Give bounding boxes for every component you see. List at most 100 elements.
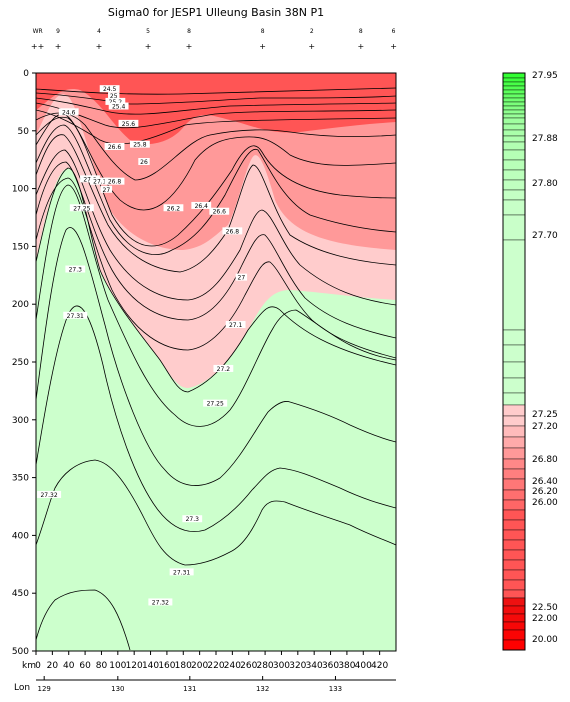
colorbar-band xyxy=(502,458,526,470)
contour-label: 27.1 xyxy=(93,179,107,186)
contour-label-bg xyxy=(169,568,194,576)
contour-line xyxy=(36,124,396,255)
colorbar-band xyxy=(502,149,526,161)
contour-label: 27.32 xyxy=(152,599,169,606)
contour-label-bg xyxy=(99,85,120,93)
colorbar-band xyxy=(502,214,526,241)
x-tick-label: 340 xyxy=(306,661,323,671)
lon-tick-label: 133 xyxy=(329,685,342,693)
station-id-label: WR xyxy=(33,28,43,35)
x-unit-label: km xyxy=(22,661,36,671)
colorbar-band xyxy=(502,559,526,571)
colorbar-band xyxy=(502,589,526,599)
contour-label-bg xyxy=(118,119,139,127)
contour-line xyxy=(36,87,396,95)
colorbar-band xyxy=(502,361,526,379)
colorbar-band xyxy=(502,499,526,511)
contour-label: 26.2 xyxy=(167,205,181,212)
colorbar-tick-label: 26.80 xyxy=(532,455,558,465)
contour-label: 26.6 xyxy=(108,144,122,151)
contour-line xyxy=(36,459,396,566)
contour-label: 27.31 xyxy=(173,569,190,576)
lon-axis-title: Lon xyxy=(14,683,30,693)
colorbar-band xyxy=(502,72,526,79)
x-tick-label: 260 xyxy=(240,661,257,671)
station-position-mark: + xyxy=(259,42,266,51)
contour-label-bg xyxy=(58,108,79,116)
colorbar-band xyxy=(502,549,526,561)
y-tick-label: 250 xyxy=(12,358,29,368)
colorbar-band xyxy=(502,447,526,460)
colorbar-band xyxy=(502,377,526,394)
contour-label-bg xyxy=(182,515,203,523)
colorbar-band xyxy=(502,392,526,406)
contour-label: 25.6 xyxy=(122,121,136,128)
colorbar: 27.95 27.88 27.80 27.70 27.25 27.20 26.80 26.40… xyxy=(502,71,558,651)
contour-label: 27 xyxy=(238,275,246,282)
lon-tick-label: 131 xyxy=(183,685,196,693)
contour-label: 25.4 xyxy=(112,104,126,111)
colorbar-band xyxy=(502,509,526,521)
colorbar-band xyxy=(502,141,526,151)
colorbar-tick-label: 27.20 xyxy=(532,422,558,432)
lon-tick-label: 129 xyxy=(37,685,50,693)
contour-label: 27.25 xyxy=(207,401,224,408)
station-id-label: 5 xyxy=(146,28,150,35)
contour-label: 25 xyxy=(110,93,118,100)
colorbar-band xyxy=(502,169,526,181)
y-tick-label: 300 xyxy=(12,416,29,426)
colorbar-band xyxy=(502,329,526,346)
station-id-label: 8 xyxy=(359,28,363,35)
station-position-mark: + xyxy=(308,42,315,51)
x-tick-label: 20 xyxy=(47,661,59,671)
contour-label-bg xyxy=(213,364,234,372)
colorbar-band xyxy=(502,189,526,201)
contour-line xyxy=(36,92,396,105)
contour-label: 27.32 xyxy=(40,492,57,499)
x-tick-label: 300 xyxy=(273,661,290,671)
x-tick-label: 220 xyxy=(207,661,224,671)
contour-label-bg xyxy=(225,321,246,329)
x-tick-label: 400 xyxy=(355,661,372,671)
contour-line xyxy=(36,134,396,273)
x-tick-label: 280 xyxy=(256,661,273,671)
colorbar-band xyxy=(502,109,526,115)
colorbar-band xyxy=(502,436,526,449)
colorbar-band xyxy=(502,105,526,111)
colorbar-band xyxy=(502,613,526,623)
station-id-label: 6 xyxy=(392,28,396,35)
colorbar-tick-label: 27.80 xyxy=(532,179,558,189)
station-id-label: 4 xyxy=(97,28,101,35)
station-position-mark: + xyxy=(145,42,152,51)
contour-label-bg xyxy=(209,207,230,215)
station-id-label: 8 xyxy=(187,28,191,35)
depth-axis: 0 50 100 150 200 250 300 350 400 450 500 xyxy=(12,69,36,657)
x-tick-label: 80 xyxy=(96,661,108,671)
contour-label: 27.3 xyxy=(186,516,200,523)
station-position-mark: + xyxy=(390,42,397,51)
contour-label-bg xyxy=(37,490,62,498)
contour-line xyxy=(36,97,396,115)
contour-label: 27.3 xyxy=(69,267,83,274)
contour-line xyxy=(36,227,396,486)
x-tick-label: 200 xyxy=(191,661,208,671)
x-tick-label: 100 xyxy=(109,661,126,671)
x-tick-label: 240 xyxy=(224,661,241,671)
station-position-mark: + xyxy=(55,42,62,51)
x-tick-label: 160 xyxy=(158,661,175,671)
colorbar-band xyxy=(502,117,526,125)
colorbar-band xyxy=(502,529,526,541)
contour-line xyxy=(36,177,396,359)
station-id-label: 9 xyxy=(56,28,60,35)
colorbar-band xyxy=(502,539,526,551)
x-tick-label: 120 xyxy=(126,661,143,671)
contour-label-bg xyxy=(148,598,173,606)
contour-label: 27 xyxy=(103,187,111,194)
x-tick-label: 420 xyxy=(371,661,388,671)
colorbar-band xyxy=(502,639,526,651)
contour-label-bg xyxy=(222,227,243,235)
contour-label: 26 xyxy=(140,159,148,166)
contour-lines xyxy=(36,87,396,651)
